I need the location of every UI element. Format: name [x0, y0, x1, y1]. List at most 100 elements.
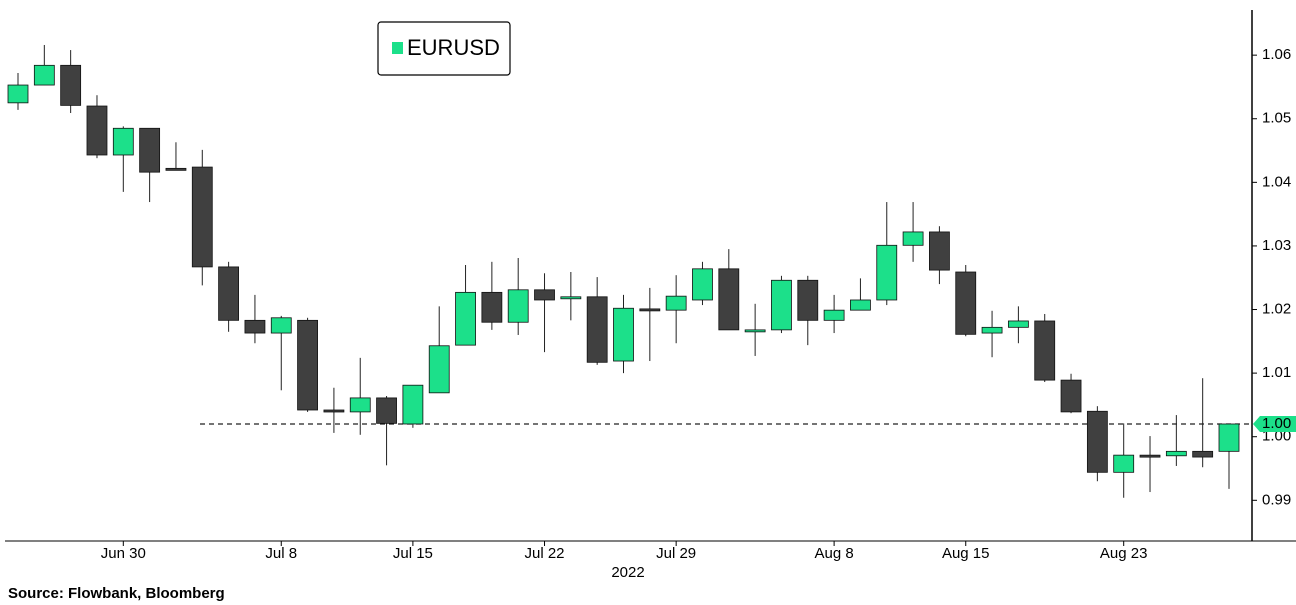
- candle-body: [797, 279, 819, 321]
- y-tick-label: 1.04: [1262, 173, 1291, 190]
- candle-body: [613, 307, 634, 362]
- candle-body: [692, 268, 713, 301]
- candle-body: [112, 127, 134, 156]
- candle-body: [402, 384, 424, 425]
- y-tick-label: 1.05: [1262, 110, 1291, 127]
- candle: [86, 95, 108, 159]
- last-price-tag: 1.00: [1253, 415, 1296, 432]
- candle: [586, 277, 608, 365]
- candle: [455, 265, 476, 346]
- candle: [955, 265, 977, 337]
- candle-body: [165, 167, 187, 171]
- candle-body: [929, 231, 950, 271]
- candle-body: [270, 317, 292, 334]
- x-tick-label: Jul 15: [393, 545, 433, 562]
- candle-body: [1034, 320, 1056, 381]
- candle: [665, 275, 687, 344]
- candle: [112, 126, 134, 192]
- candle-body: [955, 271, 977, 335]
- candle: [349, 357, 371, 435]
- candle-body: [349, 397, 371, 413]
- candle-body: [376, 397, 397, 424]
- x-tick-label: Jul 8: [265, 545, 297, 562]
- legend-box: [377, 21, 511, 76]
- candle-body: [60, 64, 82, 106]
- candle-body: [297, 319, 318, 411]
- x-tick-label: Jul 22: [525, 545, 565, 562]
- candle-body: [1060, 379, 1082, 413]
- candle: [1139, 436, 1161, 493]
- candle: [60, 50, 82, 114]
- source: Source: Flowbank, Bloomberg: [8, 585, 225, 602]
- candle: [560, 272, 582, 321]
- candle-body: [481, 291, 503, 323]
- candle-body: [1139, 454, 1161, 458]
- candle-body: [244, 319, 266, 334]
- candle: [402, 384, 424, 428]
- candle-body: [7, 84, 29, 104]
- candle: [1113, 423, 1135, 498]
- x-tick-label: Aug 23: [1100, 545, 1148, 562]
- candle: [376, 396, 397, 466]
- candle-body: [86, 105, 108, 156]
- candle: [428, 306, 450, 394]
- candle-body: [191, 166, 213, 268]
- candle: [823, 294, 845, 334]
- candle-body: [1086, 410, 1108, 473]
- candle-body: [639, 308, 661, 312]
- candle-body: [428, 345, 450, 394]
- candle: [191, 149, 213, 286]
- candle: [297, 317, 318, 412]
- candle: [1086, 406, 1108, 482]
- y-tick-label: 1.02: [1262, 300, 1291, 317]
- candle: [218, 261, 240, 332]
- candle: [744, 303, 766, 356]
- candle: [165, 142, 187, 171]
- candle-body: [665, 295, 687, 311]
- candle-body: [1007, 320, 1029, 328]
- y-tick-label: 1.06: [1262, 46, 1291, 63]
- x-tick-label: Jul 29: [656, 545, 696, 562]
- candle: [902, 202, 924, 262]
- legend-swatch: [392, 42, 403, 54]
- candle-body: [876, 244, 898, 301]
- candle-body: [850, 299, 871, 311]
- last-price-label: 1.00: [1262, 415, 1291, 432]
- candle-body: [560, 296, 582, 300]
- candle-body: [218, 266, 240, 321]
- candle-body: [586, 296, 608, 363]
- candle: [481, 261, 503, 330]
- candle: [534, 273, 555, 353]
- candle: [270, 315, 292, 391]
- candle: [7, 72, 29, 110]
- x-tick-label: Aug 8: [815, 545, 854, 562]
- candle-body: [455, 291, 476, 346]
- x-tick-label: Jun 30: [101, 545, 146, 562]
- candle-body: [1165, 450, 1187, 457]
- candle: [323, 387, 345, 433]
- candle: [639, 287, 661, 362]
- candle-body: [139, 127, 161, 173]
- candle-body: [534, 289, 555, 301]
- candle-body: [33, 64, 55, 86]
- candle-body: [323, 409, 345, 413]
- candle: [244, 294, 266, 344]
- y-tick-label: 0.99: [1262, 491, 1291, 508]
- candle-body: [1218, 423, 1240, 452]
- candle: [981, 310, 1003, 358]
- candle: [1034, 313, 1056, 383]
- candle-body: [1192, 450, 1214, 458]
- candle-body: [1113, 454, 1135, 473]
- candle-body: [823, 309, 845, 321]
- candle-body: [981, 326, 1003, 334]
- candle-body: [902, 231, 924, 246]
- legend: EURUSD: [377, 21, 511, 76]
- candle-body: [771, 279, 792, 331]
- candle: [1007, 306, 1029, 344]
- y-tick-label: 1.01: [1262, 364, 1291, 381]
- candle: [33, 44, 55, 86]
- candle-body: [718, 268, 740, 331]
- x-axis-label: 2022: [611, 564, 644, 581]
- y-tick-label: 1.03: [1262, 237, 1291, 254]
